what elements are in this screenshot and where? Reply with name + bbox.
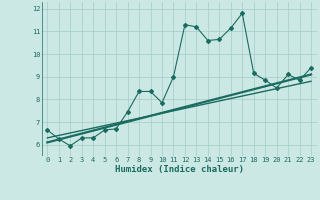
X-axis label: Humidex (Indice chaleur): Humidex (Indice chaleur) [115, 165, 244, 174]
